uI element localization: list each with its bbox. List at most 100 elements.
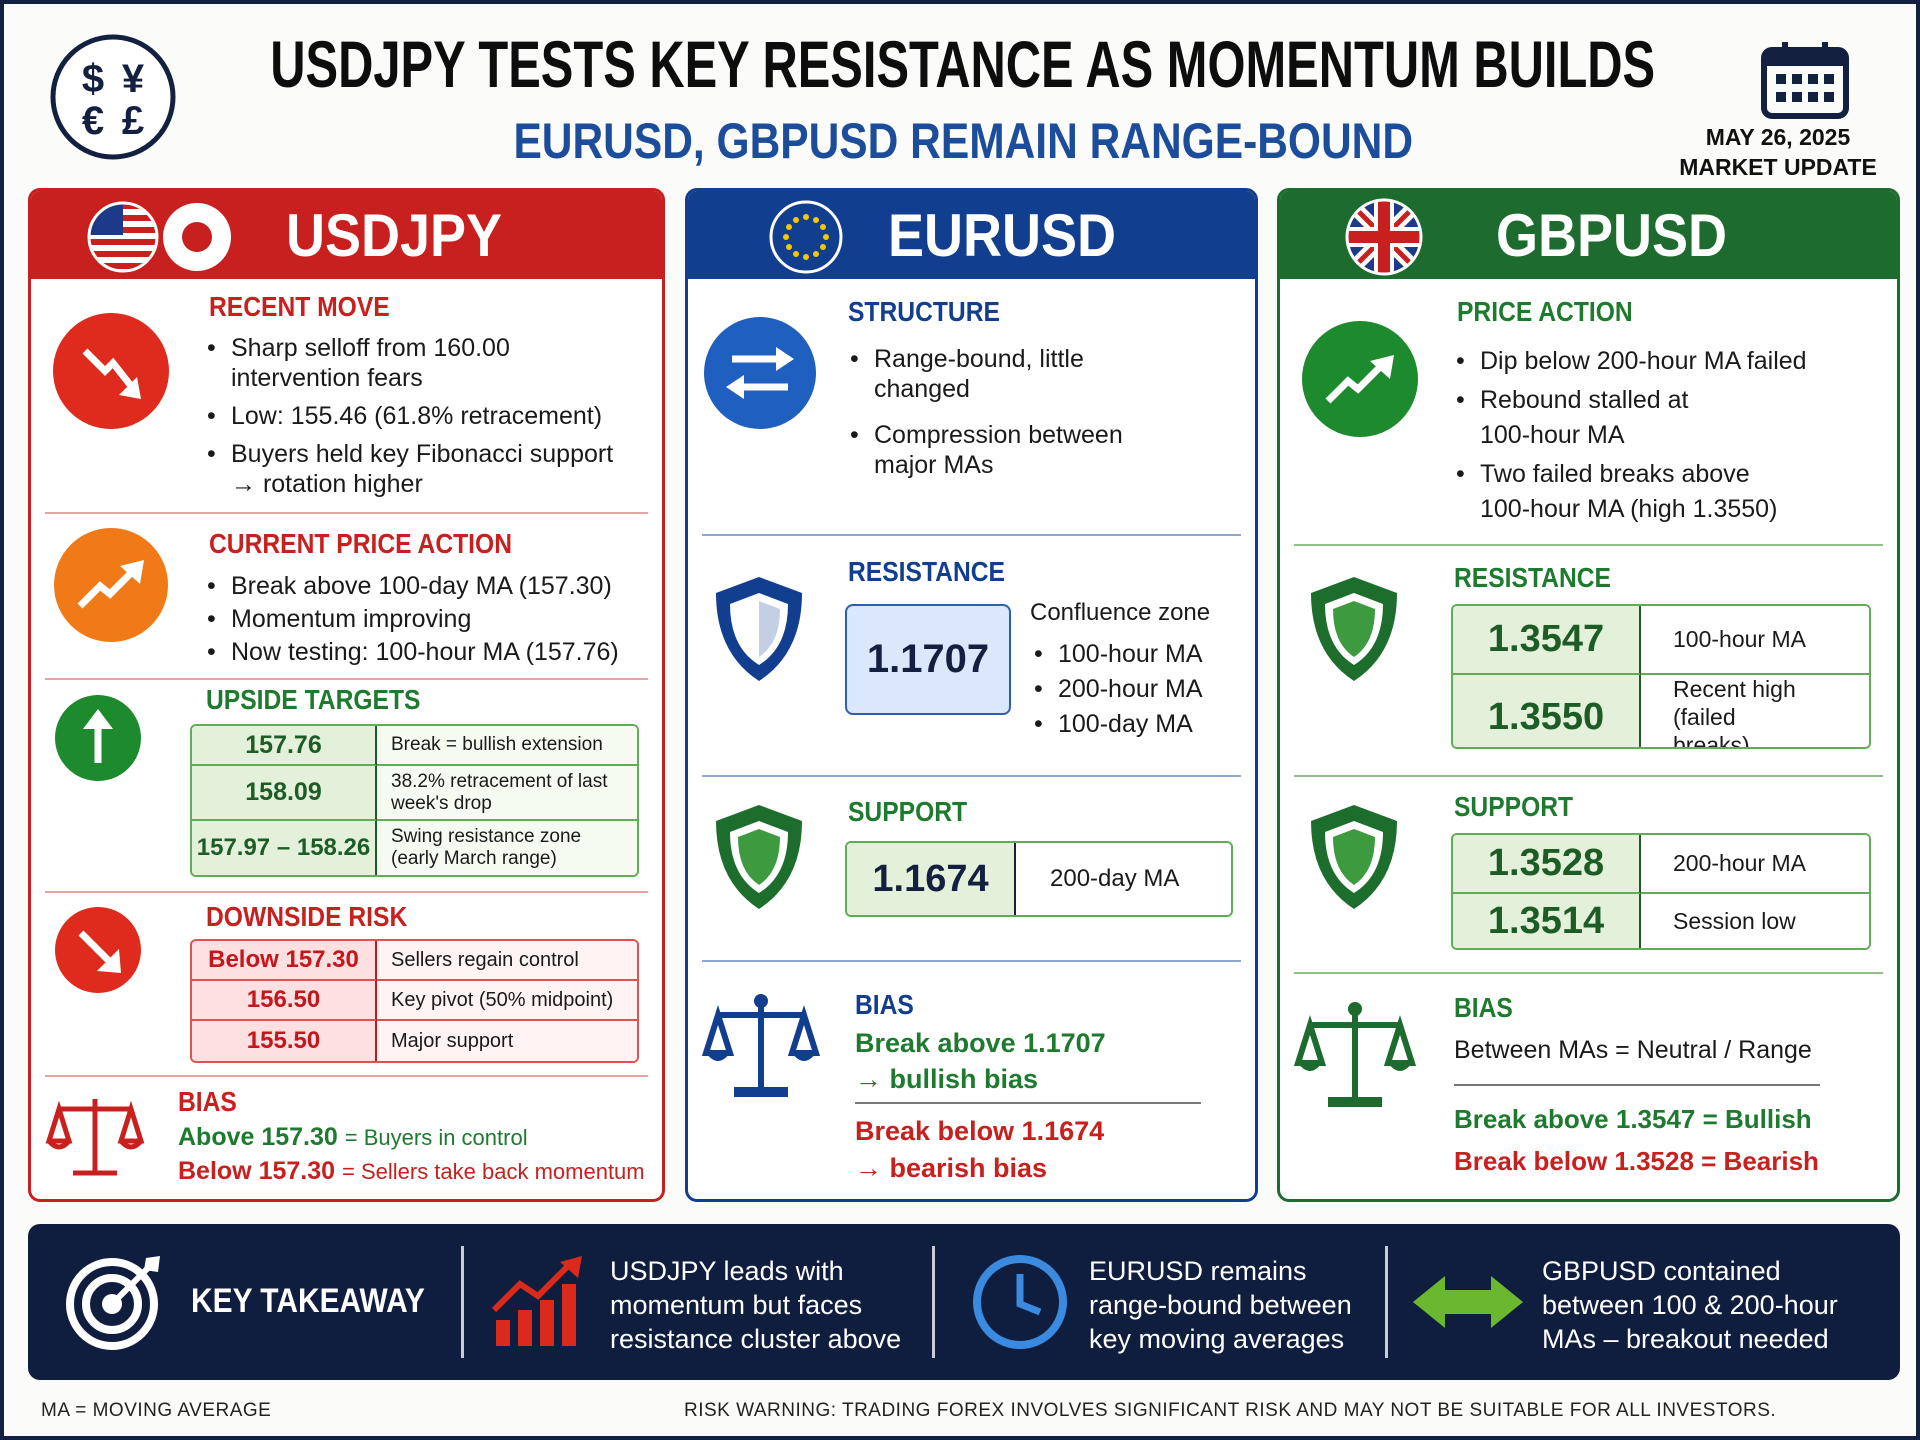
takeaway-heading: KEY TAKEAWAY: [191, 1282, 425, 1320]
takeaway-item: EURUSD remains range-bound between key m…: [1089, 1256, 1352, 1354]
bias-line: Break below 1.1674: [855, 1116, 1105, 1146]
bullet: 100-hour MA: [1030, 639, 1250, 669]
takeaway-item: USDJPY leads with momentum but faces res…: [610, 1256, 902, 1354]
section-heading: SUPPORT: [848, 796, 968, 827]
scale-icon: [702, 994, 820, 1097]
resistance-table: 1.3547 100-hour MA 1.3550 Recent high (f…: [1451, 604, 1871, 749]
gbpusd-panel: GBPUSD PRICE ACTION Dip below 200-hour M…: [1277, 188, 1900, 1202]
divider: [45, 678, 648, 680]
bullet: Dip below 200-hour MA failed: [1452, 344, 1852, 379]
bullet: 200-hour MA: [1030, 674, 1250, 704]
bias-level: Below 157.30: [178, 1157, 336, 1185]
note: 200-hour MA: [1641, 835, 1869, 894]
uk-flag: [1345, 198, 1423, 276]
exchange-icon: [704, 317, 816, 429]
note: Break = bullish extension: [377, 726, 637, 766]
eu-flag: [769, 200, 843, 274]
pair-name: GBPUSD: [1496, 202, 1728, 269]
level: 157.97 – 158.26: [192, 821, 377, 875]
divider: [45, 512, 648, 514]
section-heading: BIAS: [178, 1086, 237, 1117]
bias-neutral: Between MAs = Neutral / Range: [1454, 1036, 1812, 1064]
targets-table: 157.76 Break = bullish extension 158.09 …: [190, 724, 639, 877]
bullet: Rebound stalled at 100-hour MA: [1452, 383, 1712, 453]
range-icon: [1413, 1276, 1523, 1328]
section-heading: STRUCTURE: [848, 296, 1000, 327]
down-icon: [53, 313, 169, 429]
bias-text: = Sellers take back momentum: [341, 1159, 645, 1184]
divider: [702, 960, 1241, 962]
down-right-icon: [55, 907, 141, 993]
level: 157.76: [192, 726, 377, 766]
bullet-list: Range-bound, little changed Compression …: [846, 344, 1146, 488]
bullet: Compression between major MAs: [846, 420, 1146, 480]
currency-symbol: $: [82, 57, 104, 101]
footnote: MA = MOVING AVERAGE: [41, 1400, 272, 1421]
note: Key pivot (50% midpoint): [377, 981, 637, 1021]
bullet: Low: 155.46 (61.8% retracement): [203, 401, 643, 431]
takeaway-bar: KEY TAKEAWAY USDJPY leads with momentum …: [28, 1224, 1900, 1380]
resistance-level: 1.1707: [845, 604, 1011, 715]
bias-line: → bearish bias: [855, 1153, 1048, 1183]
divider: [702, 534, 1241, 536]
note: 100-hour MA: [1641, 606, 1869, 675]
section-heading: UPSIDE TARGETS: [206, 684, 421, 715]
note: Session low: [1641, 894, 1869, 948]
separator: [932, 1246, 935, 1358]
note: Major support: [377, 1021, 637, 1061]
shield-icon: [1311, 577, 1397, 681]
divider: [1294, 972, 1883, 974]
pair-name: EURUSD: [888, 202, 1117, 269]
shield-icon: [1311, 805, 1397, 909]
divider: [1454, 1084, 1820, 1086]
bullet: Now testing: 100-hour MA (157.76): [203, 637, 643, 667]
note: Swing resistance zone (early March range…: [377, 821, 637, 875]
divider: [45, 1075, 648, 1077]
update-tag: MARKET UPDATE: [1679, 154, 1877, 180]
currency-symbol: £: [122, 99, 144, 143]
date: MAY 26, 2025: [1705, 124, 1851, 150]
divider: [855, 1102, 1201, 1104]
level: 1.3514: [1453, 894, 1641, 948]
divider: [1294, 544, 1883, 546]
up-icon: [54, 528, 168, 642]
note: 200-day MA: [1016, 843, 1231, 915]
section-heading: BIAS: [1454, 992, 1513, 1023]
section-heading: DOWNSIDE RISK: [206, 901, 408, 932]
bias-level: Above 157.30: [178, 1123, 338, 1151]
section-heading: RESISTANCE: [1454, 562, 1611, 593]
zone-label: Confluence zone: [1030, 599, 1211, 626]
section-heading: RESISTANCE: [848, 556, 1005, 587]
subtitle: EURUSD, GBPUSD REMAIN RANGE-BOUND: [513, 113, 1414, 169]
currency-symbol: €: [82, 99, 104, 143]
target-icon: [66, 1256, 160, 1350]
bullet: Momentum improving: [203, 604, 643, 634]
up-icon: [1302, 321, 1418, 437]
panel-header: EURUSD: [688, 191, 1255, 279]
bullet: Break above 100-day MA (157.30): [203, 571, 643, 601]
bullet-list: 100-hour MA 200-hour MA 100-day MA: [1030, 639, 1250, 744]
separator: [461, 1246, 464, 1358]
divider: [45, 891, 648, 893]
divider: [1294, 775, 1883, 777]
flags: [87, 201, 231, 273]
bias-line: Above 157.30 = Buyers in control: [178, 1123, 528, 1152]
bullet: 100-day MA: [1030, 709, 1250, 739]
section-heading: RECENT MOVE: [209, 291, 390, 322]
bullet: Two failed breaks above 100-hour MA (hig…: [1452, 457, 1792, 527]
support-table: 1.1674 200-day MA: [845, 841, 1233, 917]
bullet: Range-bound, little changed: [846, 344, 1146, 404]
risk-warning: RISK WARNING: TRADING FOREX INVOLVES SIG…: [684, 1400, 1777, 1421]
note: Recent high (failed breaks): [1641, 675, 1869, 747]
note: Sellers regain control: [377, 941, 637, 981]
section-heading: PRICE ACTION: [1457, 296, 1633, 327]
bullet-list: Break above 100-day MA (157.30) Momentum…: [203, 571, 643, 670]
bias-line: → bullish bias: [855, 1064, 1039, 1094]
bullet-list: Sharp selloff from 160.00 intervention f…: [203, 333, 643, 507]
usdjpy-panel: USDJPY RECENT MOVE Sharp selloff from 16…: [28, 188, 665, 1202]
note: 38.2% retracement of last week's drop: [377, 766, 637, 821]
eurusd-panel: EURUSD STRUCTURE Range-bound, little cha…: [685, 188, 1258, 1202]
pair-name: USDJPY: [286, 202, 503, 269]
